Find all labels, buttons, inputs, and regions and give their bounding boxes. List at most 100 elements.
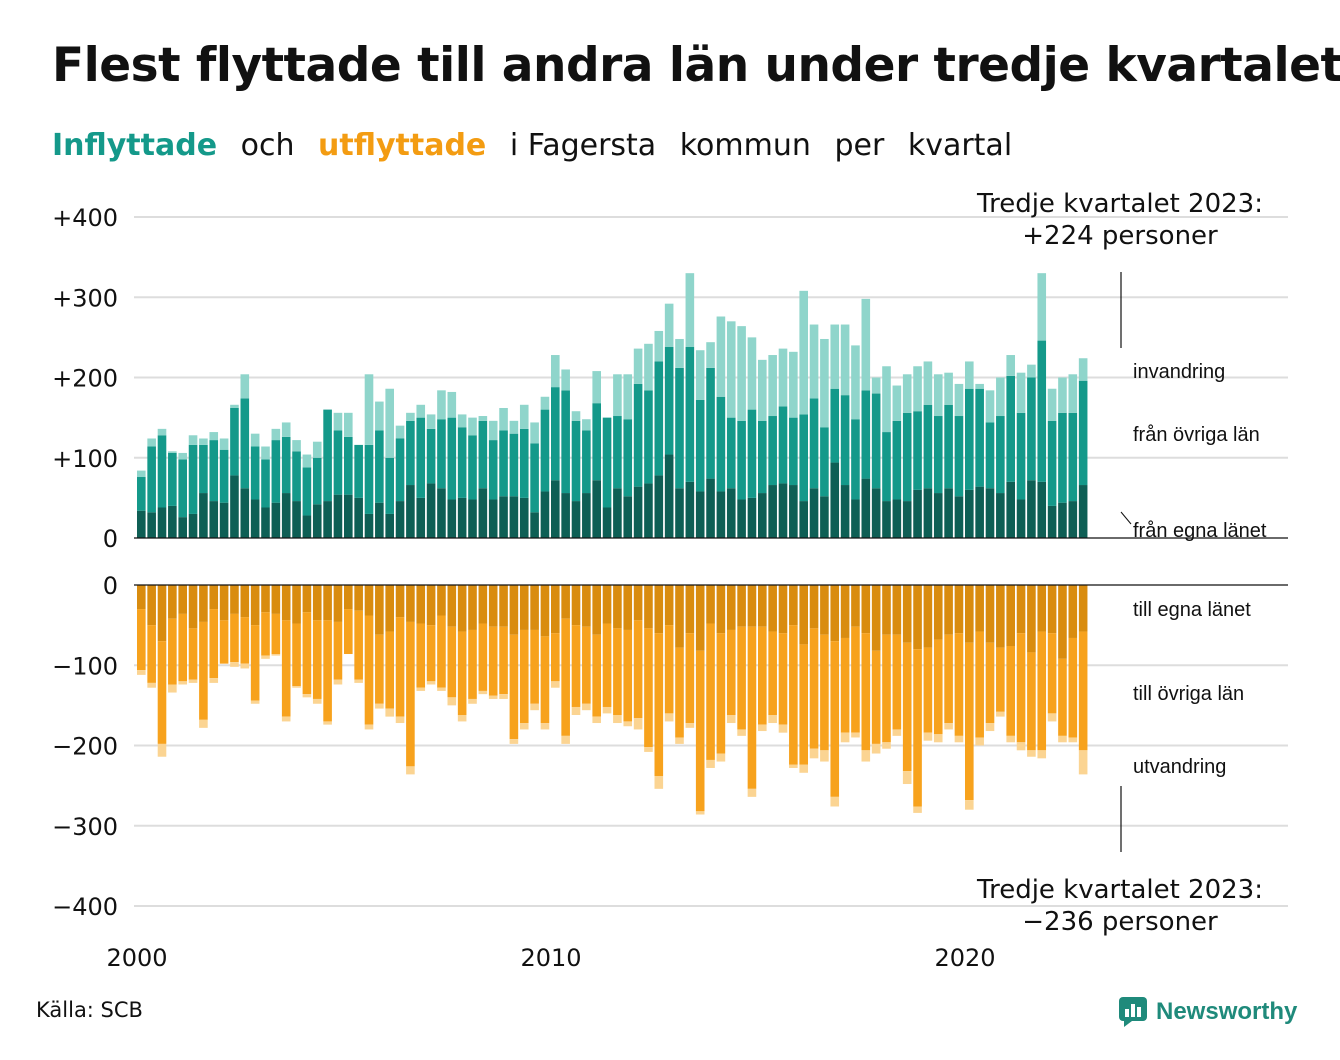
bar-out-own [685,585,695,634]
bar-in-other [623,419,633,497]
bar-in-other [375,430,384,503]
bar-in-other [499,430,508,497]
bar-in-abroad [302,454,312,468]
bar-in-other [685,347,695,482]
bar-out-abroad [416,687,426,691]
bar-out-abroad [261,655,270,659]
bar-out-abroad [778,724,788,733]
bar-out-abroad [902,771,912,785]
bar-out-other [199,621,208,720]
bar-out-abroad [323,721,332,725]
bar-in-abroad [499,407,508,431]
bar-in-own [1047,505,1057,538]
bar-out-own [695,585,705,651]
bar-in-own [985,488,995,538]
bar-out-abroad [933,734,943,743]
bar-out-abroad [1047,713,1057,722]
bar-in-abroad [1047,388,1057,421]
bar-in-abroad [985,390,995,423]
bar-in-abroad [344,412,353,437]
bar-out-own [261,585,270,613]
bar-in-other [437,419,446,489]
bar-out-other [571,625,581,707]
bar-out-own [406,585,415,622]
bar-in-abroad [965,361,974,389]
bar-in-own [281,493,291,538]
bar-out-abroad [1037,750,1047,759]
bar-out-abroad [851,732,860,738]
bar-in-own [747,497,757,538]
bar-out-other [292,623,301,687]
bar-out-other [975,631,984,738]
bar-out-abroad [178,681,187,685]
bar-in-own [333,494,343,538]
bar-out-own [168,585,177,619]
bar-in-other [778,406,788,484]
bar-in-other [426,428,436,484]
bars-layer [137,273,1088,815]
bar-out-other [944,634,953,724]
bar-in-own [820,496,829,538]
bar-out-abroad [540,723,550,730]
bar-in-other [716,396,726,492]
bar-out-other [902,642,912,772]
bar-out-other [457,631,467,716]
bar-out-abroad [447,697,457,706]
bar-in-other [913,411,922,490]
bar-in-abroad [623,374,633,420]
bar-in-own [209,501,219,538]
bar-in-own [892,499,902,538]
bar-out-other [488,626,498,696]
bar-out-abroad [230,662,239,667]
bar-in-own [312,504,322,538]
bar-out-own [675,585,684,648]
bar-out-other [261,612,270,656]
bar-in-abroad [954,383,964,417]
bar-in-other [613,416,622,489]
bar-out-abroad [509,739,519,744]
bar-in-abroad [468,417,477,436]
subtitle-kvartal: kvartal [907,128,1013,163]
bar-in-own [768,485,777,538]
bar-in-abroad [820,338,829,428]
bar-in-own [478,488,488,538]
bar-in-abroad [654,330,664,362]
bar-in-abroad [1016,372,1026,413]
annotation-bottom-line2: −236 personer [1022,907,1218,937]
bar-out-other [1058,658,1067,736]
y-tick-label-top: +400 [52,204,118,232]
subtitle-per: per [834,128,885,163]
bar-out-abroad [685,723,695,728]
bar-in-own [250,499,260,538]
bar-out-other [861,633,871,751]
bar-out-abroad [468,698,477,704]
bar-out-other [830,641,840,797]
bar-in-other [933,416,943,494]
bar-in-other [281,436,291,494]
bar-out-other [157,641,167,744]
bar-out-other [675,647,684,738]
y-tick-label-bottom: −100 [52,652,118,680]
bar-out-other [799,644,808,765]
bar-in-other [519,428,529,498]
bar-in-abroad [892,385,902,421]
bar-in-other [447,417,457,500]
bar-out-own [954,585,964,634]
bar-out-own [209,585,219,610]
bar-in-own [633,486,643,538]
bar-out-other [913,649,922,807]
bar-out-other [178,613,187,682]
bar-in-other [364,444,374,514]
bar-out-abroad [499,694,508,699]
bar-out-abroad [830,796,840,807]
bar-in-abroad [933,374,943,417]
bar-in-abroad [437,390,446,420]
bar-in-other [871,393,881,489]
bar-out-own [861,585,871,634]
bar-out-other [923,647,933,733]
bar-out-own [571,585,581,626]
bar-in-abroad [737,326,746,421]
bar-in-other [302,467,312,516]
bar-out-other [613,628,622,716]
bar-out-abroad [882,742,891,749]
